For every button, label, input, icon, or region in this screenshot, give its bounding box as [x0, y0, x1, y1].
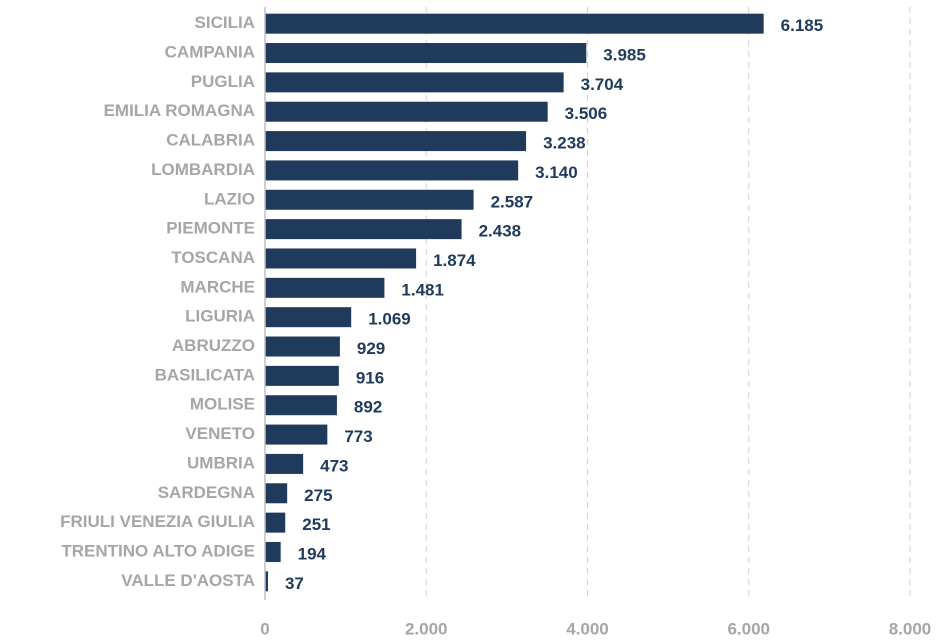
data-label: 3.704: [581, 75, 624, 94]
bar: [265, 160, 519, 181]
bar: [265, 307, 352, 328]
data-label: 916: [356, 368, 384, 387]
y-tick-label: BASILICATA: [155, 365, 255, 384]
data-label: 2.438: [479, 222, 522, 241]
data-label: 194: [298, 544, 327, 563]
y-tick-label: CALABRIA: [166, 131, 255, 150]
y-tick-label: PIEMONTE: [166, 219, 255, 238]
y-tick-label: LOMBARDIA: [151, 160, 255, 179]
bar: [265, 424, 328, 445]
bar: [265, 189, 474, 210]
data-label: 275: [304, 486, 332, 505]
data-label: 773: [344, 427, 372, 446]
y-tick-label: SARDEGNA: [158, 483, 255, 502]
y-tick-label: CAMPANIA: [165, 43, 255, 62]
bar: [265, 13, 764, 34]
y-tick-label: VENETO: [185, 424, 255, 443]
bar: [265, 277, 385, 298]
x-tick-label: 0: [260, 619, 269, 638]
data-label: 3.985: [603, 46, 646, 65]
y-tick-label: MARCHE: [180, 277, 255, 296]
bar: [265, 483, 288, 504]
y-tick-label: MOLISE: [190, 395, 255, 414]
data-label: 1.874: [433, 251, 476, 270]
y-tick-label: LIGURIA: [185, 307, 255, 326]
bar: [265, 101, 548, 122]
data-label: 3.238: [543, 134, 586, 153]
data-label: 473: [320, 456, 348, 475]
data-label: 251: [302, 515, 330, 534]
data-label: 37: [285, 574, 304, 593]
data-label: 929: [357, 339, 385, 358]
bar: [265, 336, 340, 357]
bar: [265, 72, 564, 93]
bar: [265, 541, 281, 562]
bar: [265, 512, 286, 533]
data-label: 1.481: [401, 280, 444, 299]
y-tick-label: FRIULI VENEZIA GIULIA: [60, 512, 255, 531]
bar: [265, 453, 304, 474]
y-tick-label: UMBRIA: [187, 453, 255, 472]
y-tick-label: SICILIA: [195, 13, 255, 32]
x-tick-label: 4.000: [566, 619, 609, 638]
y-tick-label: ABRUZZO: [172, 336, 255, 355]
y-tick-label: TRENTINO ALTO ADIGE: [61, 541, 255, 560]
bar: [265, 131, 527, 152]
bar: [265, 395, 337, 416]
data-label: 1.069: [368, 310, 411, 329]
bar: [265, 43, 587, 64]
x-tick-label: 2.000: [405, 619, 448, 638]
bar: [265, 571, 268, 592]
data-label: 892: [354, 398, 382, 417]
y-tick-label: PUGLIA: [191, 72, 255, 91]
x-tick-label: 8.000: [889, 619, 932, 638]
y-tick-label: EMILIA ROMAGNA: [104, 101, 255, 120]
data-label: 3.506: [565, 104, 608, 123]
x-tick-label: 6.000: [727, 619, 770, 638]
y-tick-label: TOSCANA: [171, 248, 255, 267]
bar: [265, 365, 339, 386]
bar: [265, 248, 417, 269]
y-tick-label: VALLE D'AOSTA: [121, 571, 255, 590]
bar: [265, 219, 462, 240]
y-tick-label: LAZIO: [204, 189, 255, 208]
data-label: 3.140: [535, 163, 578, 182]
data-label: 2.587: [491, 192, 534, 211]
data-label: 6.185: [781, 16, 824, 35]
